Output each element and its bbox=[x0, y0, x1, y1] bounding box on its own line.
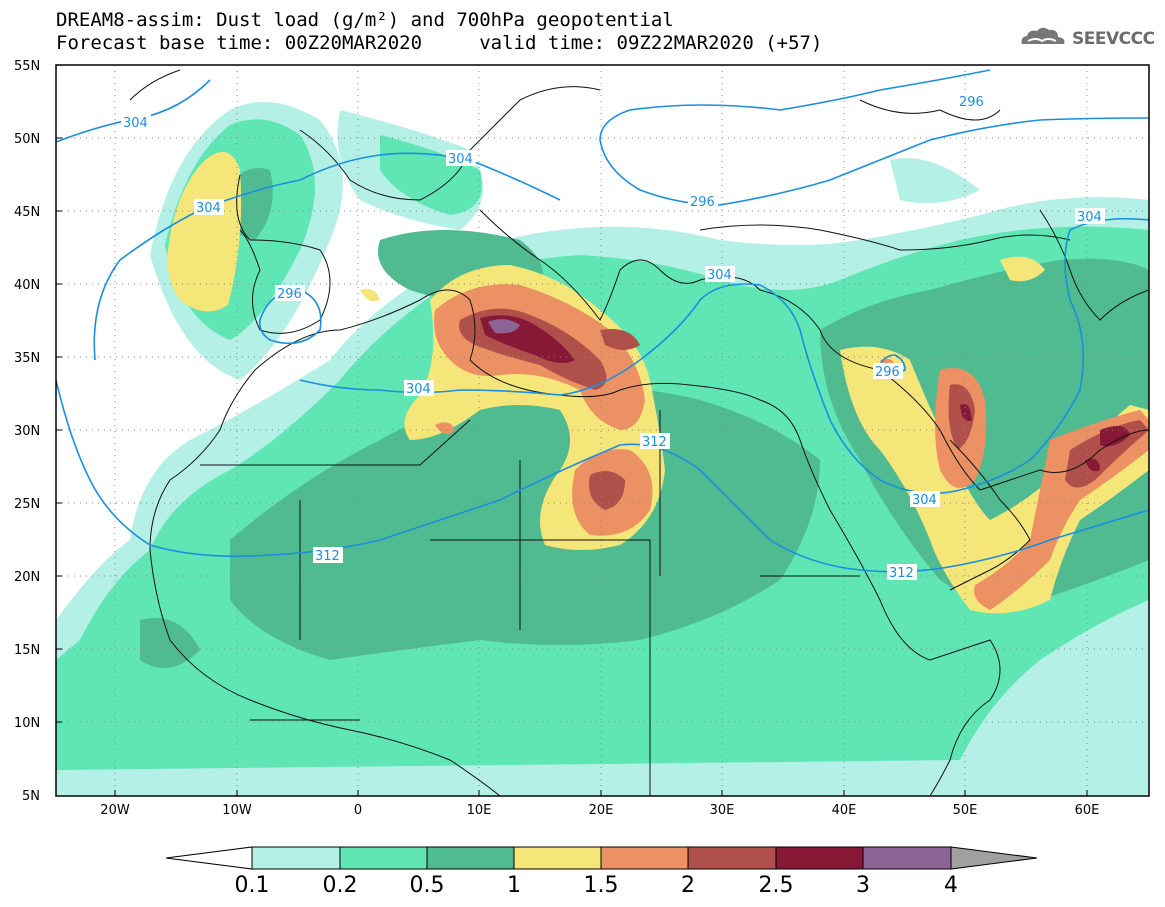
lat-label: 10N bbox=[14, 716, 40, 731]
latitude-labels: 55N 50N 45N 40N 35N 30N 25N 20N 15N 10N … bbox=[14, 59, 40, 804]
map-title: DREAM8-assim: Dust load (g/m²) and 700hP… bbox=[56, 9, 674, 31]
colorbar-label: 2.5 bbox=[759, 873, 794, 898]
contour-label: 296 bbox=[690, 195, 715, 210]
colorbar-bin bbox=[339, 846, 428, 870]
lon-label: 20E bbox=[589, 803, 614, 818]
contour-label: 304 bbox=[196, 201, 221, 216]
contour-label: 296 bbox=[959, 95, 984, 110]
contour-label: 296 bbox=[277, 287, 302, 302]
colorbar-label: 3 bbox=[856, 873, 870, 898]
forecast-times: Forecast base time: 00Z20MAR2020 valid t… bbox=[56, 32, 823, 54]
lon-label: 20W bbox=[100, 803, 130, 818]
contour-label: 304 bbox=[912, 493, 937, 508]
colorbar-label: 0.1 bbox=[235, 873, 270, 898]
colorbar-bin bbox=[687, 846, 777, 870]
colorbar-label: 4 bbox=[944, 873, 958, 898]
colorbar-max-triangle bbox=[950, 846, 1038, 870]
colorbar-label: 1.5 bbox=[584, 873, 619, 898]
colorbar-labels: 0.1 0.2 0.5 1 1.5 2 2.5 3 4 bbox=[235, 873, 959, 898]
cloud-icon bbox=[1021, 27, 1065, 44]
contour-label: 296 bbox=[875, 365, 900, 380]
lon-label: 50E bbox=[953, 803, 978, 818]
lat-label: 40N bbox=[14, 278, 40, 293]
colorbar-bin bbox=[600, 846, 689, 870]
contour-label: 304 bbox=[707, 268, 732, 283]
contour-label: 312 bbox=[642, 435, 667, 450]
colorbar-bin bbox=[513, 846, 602, 870]
lon-label: 10E bbox=[467, 803, 492, 818]
contour-label: 304 bbox=[406, 382, 431, 397]
contour-label: 312 bbox=[889, 566, 914, 581]
graticule bbox=[56, 65, 1149, 796]
contour-label: 304 bbox=[448, 152, 473, 167]
seevccc-logo: SEEVCCC bbox=[1072, 29, 1155, 49]
dust-fill-layers: 304 304 304 296 304 296 304 312 312 312 … bbox=[56, 65, 1149, 796]
lat-label: 5N bbox=[22, 789, 40, 804]
colorbar-label: 1 bbox=[507, 873, 521, 898]
colorbar-bin bbox=[862, 846, 952, 870]
lon-label: 60E bbox=[1075, 803, 1100, 818]
colorbar-label: 0.2 bbox=[323, 873, 358, 898]
lon-label: 40E bbox=[832, 803, 857, 818]
lat-label: 45N bbox=[14, 205, 40, 220]
lon-label: 0 bbox=[354, 803, 362, 818]
lat-label: 30N bbox=[14, 424, 40, 439]
contour-label: 304 bbox=[1077, 210, 1102, 225]
lon-label: 30E bbox=[710, 803, 735, 818]
lat-label: 35N bbox=[14, 351, 40, 366]
colorbar-bin bbox=[251, 846, 341, 870]
colorbar bbox=[165, 846, 1038, 870]
lat-label: 25N bbox=[14, 497, 40, 512]
axis-ticks bbox=[56, 64, 1088, 797]
colorbar-bin bbox=[775, 846, 864, 870]
lat-label: 55N bbox=[14, 59, 40, 74]
longitude-labels: 20W 10W 0 10E 20E 30E 40E 50E 60E bbox=[100, 803, 1099, 818]
lon-label: 10W bbox=[222, 803, 252, 818]
coastlines bbox=[129, 69, 1149, 796]
lat-label: 20N bbox=[14, 570, 40, 585]
lat-label: 15N bbox=[14, 643, 40, 658]
contour-labels: 304 304 304 296 304 296 304 312 312 312 … bbox=[121, 93, 1105, 581]
lat-label: 50N bbox=[14, 132, 40, 147]
colorbar-min-triangle bbox=[165, 846, 253, 870]
colorbar-bin bbox=[426, 846, 515, 870]
contour-label: 304 bbox=[123, 116, 148, 131]
contour-label: 312 bbox=[315, 549, 340, 564]
colorbar-label: 0.5 bbox=[410, 873, 445, 898]
colorbar-label: 2 bbox=[681, 873, 695, 898]
